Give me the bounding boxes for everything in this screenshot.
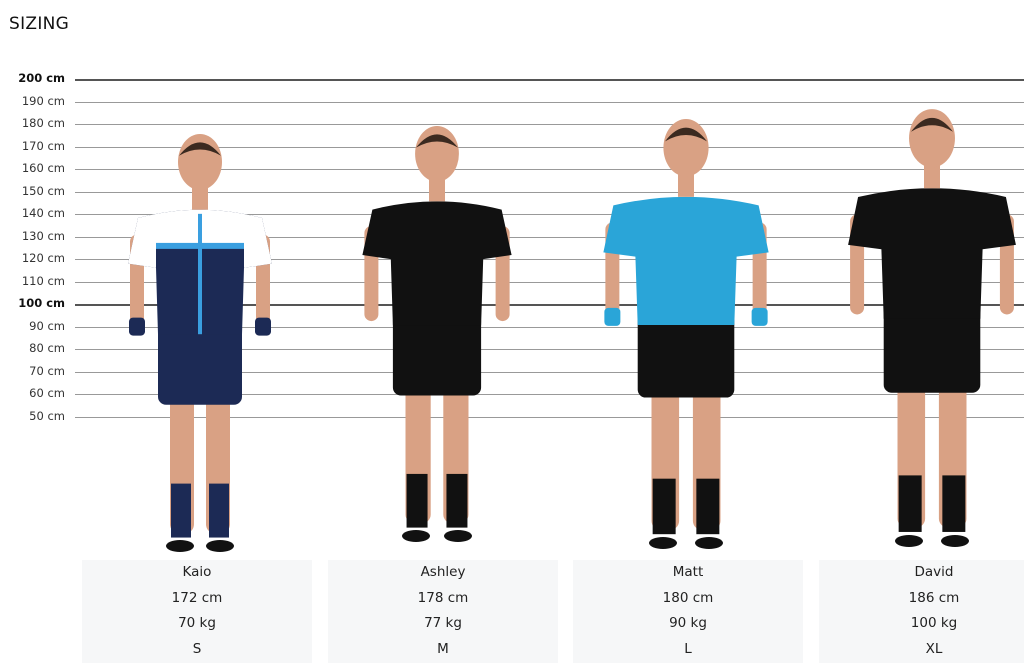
ruler-label: 80 cm [29, 341, 65, 355]
model-height: 180 cm [662, 589, 714, 606]
ruler-tick: 140 cm [0, 206, 1024, 220]
ruler-line [75, 371, 1024, 373]
ruler-line [75, 304, 1024, 306]
model-size: S [192, 640, 202, 657]
model-name: Kaio [182, 564, 212, 580]
model-size: L [684, 640, 692, 657]
ruler-line [75, 349, 1024, 350]
model-weight: 90 kg [669, 615, 707, 631]
ruler-line [75, 394, 1024, 395]
ruler-label: 110 cm [21, 273, 65, 288]
ruler-line [75, 416, 1024, 418]
ruler-label: 100 cm [18, 296, 65, 310]
ruler-line [75, 281, 1024, 283]
model-size: M [437, 640, 449, 657]
model-card-matt: Matt 180 cm 90 kg L [573, 560, 803, 663]
model-name: Ashley [420, 564, 466, 580]
ruler-label: 130 cm [21, 228, 65, 243]
model-weight: 100 kg [910, 615, 958, 631]
ruler-tick: 50 cm [0, 409, 1024, 423]
ruler-label: 150 cm [21, 183, 65, 198]
ruler-line [75, 169, 1024, 170]
ruler-line [75, 326, 1024, 328]
ruler-tick: 110 cm [0, 274, 1024, 288]
ruler-label: 170 cm [21, 138, 65, 153]
ruler-label: 60 cm [29, 386, 65, 400]
model-height: 172 cm [171, 589, 223, 606]
ruler-label: 50 cm [29, 408, 65, 423]
ruler-line [75, 191, 1024, 193]
ruler-label: 160 cm [21, 161, 65, 175]
ruler-tick: 80 cm [0, 341, 1024, 355]
model-name: David [914, 564, 954, 580]
ruler-tick: 160 cm [0, 161, 1024, 175]
ruler-label: 120 cm [21, 251, 65, 265]
ruler-label: 200 cm [18, 71, 65, 85]
ruler-tick: 200 cm [0, 71, 1024, 85]
ruler-tick: 60 cm [0, 386, 1024, 400]
ruler-line [75, 259, 1024, 260]
model-height: 178 cm [417, 589, 469, 606]
ruler-line [75, 214, 1024, 215]
model-figure-ashley [362, 125, 512, 542]
model-card-kaio: Kaio 172 cm 70 kg S [82, 560, 312, 663]
ruler-tick: 100 cm [0, 296, 1024, 310]
ruler-tick: 170 cm [0, 139, 1024, 153]
ruler-tick: 90 cm [0, 319, 1024, 333]
model-name: Matt [672, 564, 704, 580]
model-figure-matt [603, 119, 769, 549]
ruler-line [75, 236, 1024, 238]
ruler-line [75, 101, 1024, 103]
model-weight: 77 kg [424, 615, 462, 631]
model-figure-david [848, 109, 1016, 547]
ruler-tick: 150 cm [0, 184, 1024, 198]
ruler-label: 190 cm [21, 93, 65, 108]
ruler-tick: 70 cm [0, 364, 1024, 378]
ruler-tick: 130 cm [0, 229, 1024, 243]
model-card-david: David 186 cm 100 kg XL [819, 560, 1024, 663]
ruler-line [75, 146, 1024, 148]
ruler-line [75, 79, 1024, 81]
ruler-label: 180 cm [21, 116, 65, 130]
model-height: 186 cm [908, 589, 960, 606]
model-size: XL [925, 640, 943, 657]
ruler-line [75, 124, 1024, 125]
ruler-label: 70 cm [29, 363, 65, 378]
ruler-tick: 120 cm [0, 251, 1024, 265]
model-photos [128, 109, 1016, 552]
ruler-label: 90 cm [29, 318, 65, 333]
page-title: SIZING [9, 14, 70, 34]
ruler-label: 140 cm [21, 206, 65, 220]
model-weight: 70 kg [178, 615, 216, 631]
model-card-ashley: Ashley 178 cm 77 kg M [328, 560, 558, 663]
ruler-tick: 180 cm [0, 116, 1024, 130]
model-figure-kaio [128, 133, 272, 552]
ruler-tick: 190 cm [0, 94, 1024, 108]
